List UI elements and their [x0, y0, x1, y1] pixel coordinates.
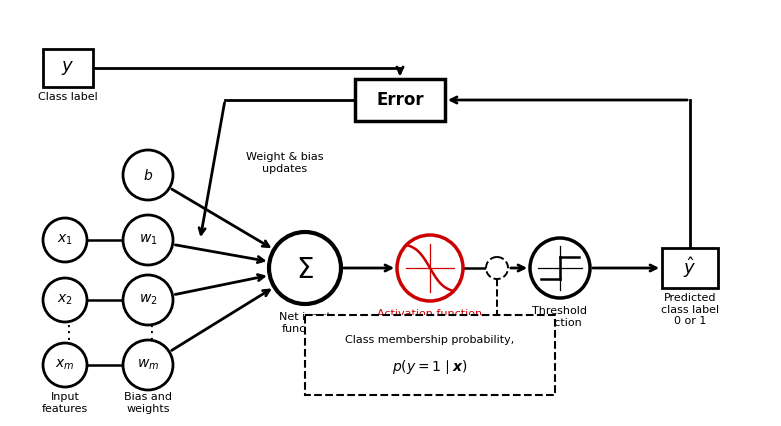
Text: $x_2$: $x_2$ [57, 293, 73, 307]
Text: $w_2$: $w_2$ [139, 293, 157, 307]
Text: $w_m$: $w_m$ [137, 358, 159, 372]
Text: $y$: $y$ [62, 59, 75, 77]
Circle shape [486, 257, 508, 279]
Circle shape [397, 235, 463, 301]
Circle shape [123, 340, 173, 390]
Circle shape [123, 215, 173, 265]
Text: Predicted
class label
0 or 1: Predicted class label 0 or 1 [661, 293, 719, 326]
Text: Class membership probability,: Class membership probability, [345, 335, 515, 345]
Circle shape [123, 150, 173, 200]
Circle shape [530, 238, 590, 298]
Text: Class label: Class label [38, 92, 98, 102]
Circle shape [43, 343, 87, 387]
Circle shape [123, 275, 173, 325]
Text: $w_1$: $w_1$ [139, 233, 157, 247]
Text: Error: Error [376, 91, 424, 109]
Text: $\vdots$: $\vdots$ [59, 323, 71, 343]
FancyBboxPatch shape [355, 79, 445, 121]
Text: $\Sigma$: $\Sigma$ [296, 256, 314, 284]
FancyBboxPatch shape [305, 315, 555, 395]
Text: Input
features: Input features [42, 392, 88, 414]
Text: $b$: $b$ [143, 167, 153, 182]
Text: sigmoid): sigmoid) [403, 333, 457, 343]
Text: $p(y = 1 \mid \boldsymbol{x})$: $p(y = 1 \mid \boldsymbol{x})$ [392, 358, 468, 376]
Text: Activation function
(here:: Activation function (here: [377, 309, 483, 331]
Text: $\hat{y}$: $\hat{y}$ [683, 256, 697, 280]
Text: Weight & bias
updates: Weight & bias updates [246, 152, 324, 174]
Circle shape [43, 218, 87, 262]
Circle shape [269, 232, 341, 304]
Text: Threshold
function: Threshold function [533, 306, 587, 328]
Text: $x_1$: $x_1$ [57, 233, 73, 247]
Text: $x_m$: $x_m$ [55, 358, 75, 372]
FancyBboxPatch shape [662, 248, 718, 288]
FancyBboxPatch shape [43, 49, 93, 87]
Text: $\vdots$: $\vdots$ [142, 323, 154, 343]
Text: Net input
function: Net input function [279, 312, 331, 334]
Circle shape [43, 278, 87, 322]
Text: Bias and
weights: Bias and weights [124, 392, 172, 414]
